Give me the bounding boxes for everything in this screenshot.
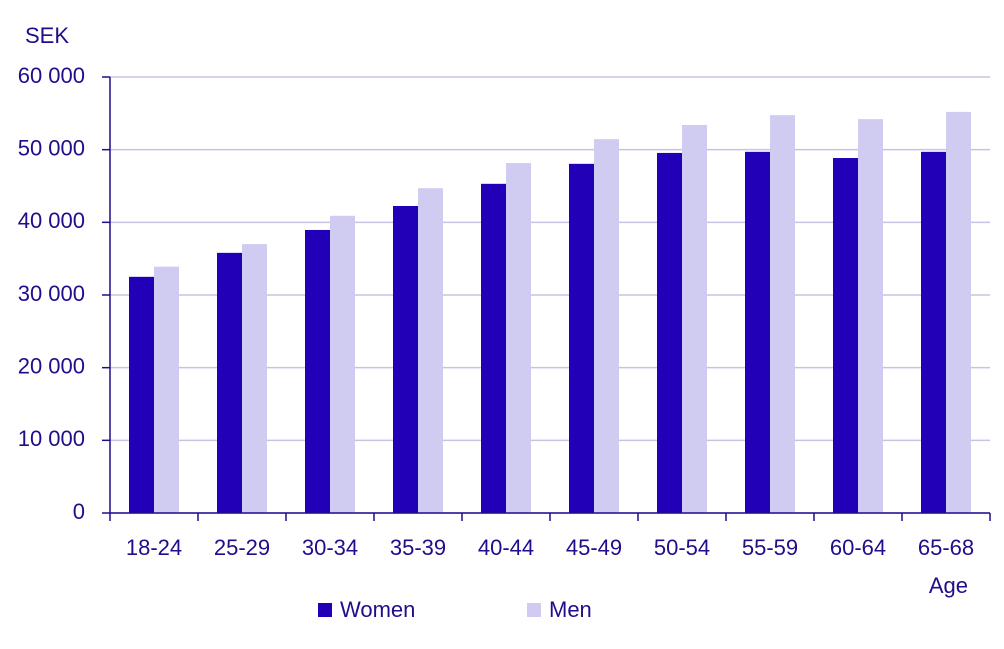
- y-tick-label: 30 000: [18, 281, 85, 306]
- bar: [217, 252, 242, 513]
- x-tick-label: 40-44: [478, 535, 534, 560]
- bar: [946, 111, 971, 513]
- x-tick-label: 45-49: [566, 535, 622, 560]
- bar: [393, 205, 418, 513]
- bar: [481, 183, 506, 513]
- bar: [242, 244, 267, 513]
- bar: [154, 266, 179, 513]
- bar: [657, 152, 682, 514]
- y-tick-label: 20 000: [18, 353, 85, 378]
- x-tick-label: 50-54: [654, 535, 710, 560]
- y-tick-label: 40 000: [18, 208, 85, 233]
- x-tick-label: 25-29: [214, 535, 270, 560]
- y-tick-label: 50 000: [18, 135, 85, 160]
- x-axis-label: Age: [929, 573, 968, 598]
- legend-label: Men: [549, 597, 592, 622]
- bar: [330, 215, 355, 513]
- x-tick-label: 35-39: [390, 535, 446, 560]
- bar: [506, 163, 531, 514]
- bar: [305, 229, 330, 514]
- bar: [833, 158, 858, 514]
- x-tick-label: 55-59: [742, 535, 798, 560]
- legend-swatch: [527, 603, 541, 617]
- y-tick-label: 0: [73, 499, 85, 524]
- y-tick-label: 60 000: [18, 63, 85, 88]
- bar: [921, 151, 946, 513]
- legend-label: Women: [340, 597, 415, 622]
- x-tick-label: 60-64: [830, 535, 886, 560]
- x-tick-label: 18-24: [126, 535, 182, 560]
- bar: [858, 119, 883, 513]
- bar: [594, 139, 619, 513]
- y-axis-label: SEK: [25, 23, 69, 48]
- bar: [569, 163, 594, 513]
- x-tick-label: 65-68: [918, 535, 974, 560]
- y-tick-label: 10 000: [18, 426, 85, 451]
- x-tick-label: 30-34: [302, 535, 358, 560]
- bar: [770, 115, 795, 514]
- bar: [745, 151, 770, 513]
- bar: [418, 188, 443, 513]
- bar: [129, 276, 154, 513]
- legend-swatch: [318, 603, 332, 617]
- bar: [682, 124, 707, 514]
